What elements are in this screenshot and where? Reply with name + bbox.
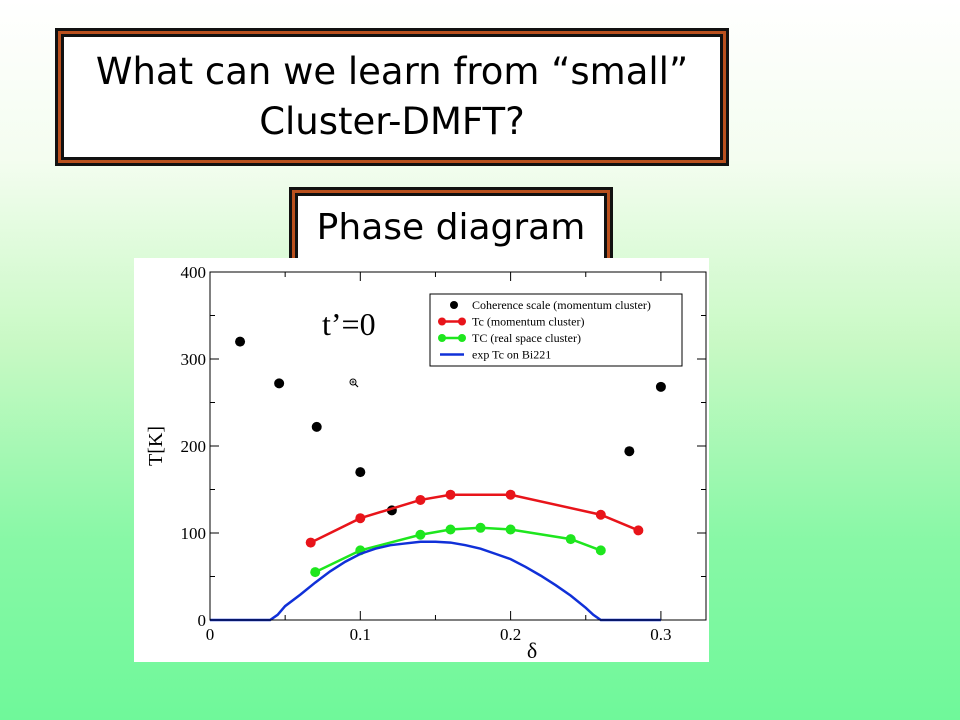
data-point [624,446,635,457]
series-2 [310,522,606,578]
data-point [475,522,486,533]
legend: Coherence scale (momentum cluster) Tc (mo… [429,293,683,367]
x-axis-label: δ [527,638,537,662]
data-point [415,494,426,505]
data-point [355,513,366,524]
x-tick-label: 0.3 [650,625,671,644]
legend-marker [458,334,466,342]
series-group [210,336,666,622]
series-1 [305,489,644,548]
series-0 [235,336,666,516]
legend-label: Coherence scale (momentum cluster) [472,298,651,312]
data-point [311,421,322,432]
data-point [445,489,456,500]
data-point [355,467,366,478]
data-point [565,534,576,545]
legend-item: Tc (momentum cluster) [438,315,584,329]
y-tick-label: 300 [181,350,207,369]
data-point [415,529,426,540]
plot-frame [209,271,707,621]
legend-marker [438,334,446,342]
subtitle-box: Phase diagram [289,187,613,267]
data-point [305,537,316,548]
data-point [235,336,246,347]
chart-container: 0 0.1 0.2 0.3 0 100 200 300 400 T[K] δ t’=0 Cohe… [134,258,709,663]
title-line-1: What can we learn from “small” [95,50,689,93]
y-tick-label: 100 [181,524,207,543]
data-point [655,381,666,392]
x-tick-label: 0 [206,625,215,644]
title-box: What can we learn from “small” Cluster-D… [55,28,729,166]
legend-marker [458,317,466,326]
legend-label: TC (real space cluster) [472,331,581,345]
legend-marker [450,301,458,309]
legend-marker [438,317,446,326]
x-tick-label: 0.1 [350,625,371,644]
data-point [595,545,606,556]
series-line [314,526,602,574]
legend-label: exp Tc on Bi221 [472,348,551,362]
data-point [633,525,644,536]
legend-item: Coherence scale (momentum cluster) [450,298,651,312]
legend-item: exp Tc on Bi221 [440,348,551,362]
data-point [505,524,516,535]
y-tick-label: 0 [198,611,207,630]
phase-diagram-chart: 0 0.1 0.2 0.3 0 100 200 300 400 T[K] δ t’=0 Cohe… [134,258,709,663]
y-tick-label: 200 [181,437,207,456]
y-tick-label: 400 [181,263,207,282]
series-3 [210,540,661,622]
title-line-2: Cluster-DMFT? [259,100,525,143]
legend-label: Tc (momentum cluster) [472,315,584,329]
magnifier-icon [349,378,359,388]
legend-item: TC (real space cluster) [438,331,581,345]
data-point [505,489,516,500]
annotation-tprime: t’=0 [322,306,376,342]
subtitle: Phase diagram [316,206,586,248]
x-tick-label: 0.2 [500,625,521,644]
y-axis-label: T[K] [145,426,167,466]
data-point [595,509,606,520]
legend-box [429,293,683,367]
data-point [445,524,456,535]
series-line [210,540,661,622]
data-point [310,567,321,578]
data-point [274,378,285,389]
